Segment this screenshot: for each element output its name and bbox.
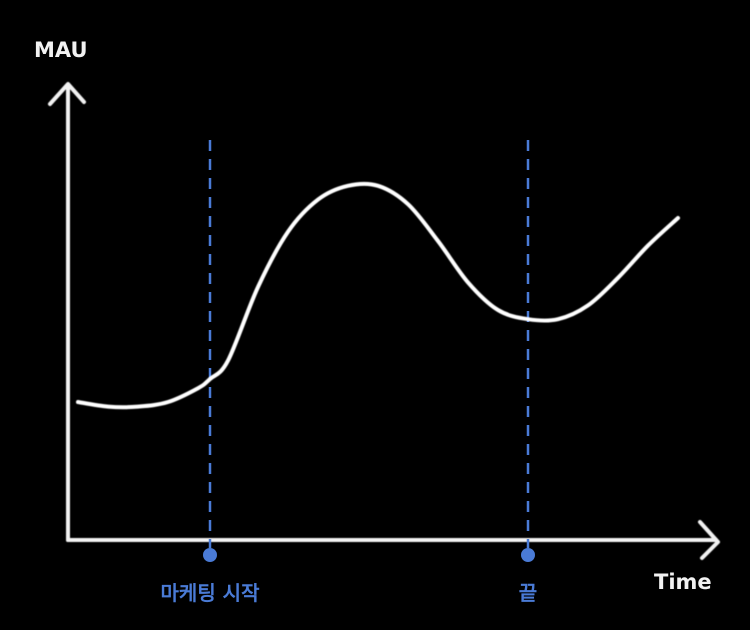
marker-dot (521, 548, 535, 562)
series (76, 181, 680, 410)
mau-curve-line (76, 181, 680, 410)
y-axis-arrow-icon (48, 82, 86, 106)
markers: 마케팅 시작 끝 (161, 140, 537, 605)
x-axis-label: Time (654, 570, 712, 594)
y-axis-label: MAU (34, 38, 88, 62)
marker-label: 끝 (519, 581, 537, 605)
marker-label: 마케팅 시작 (161, 581, 261, 605)
axes (48, 82, 720, 560)
x-axis-arrow-icon (698, 520, 720, 560)
marker-dot (203, 548, 217, 562)
